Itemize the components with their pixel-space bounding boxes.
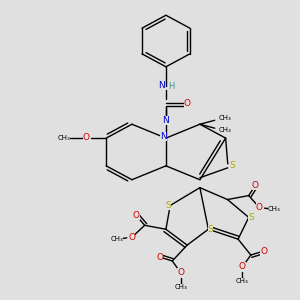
Text: CH₃: CH₃ [236,278,249,284]
Text: S: S [229,161,235,170]
Text: S: S [165,201,171,210]
Text: O: O [260,247,267,256]
Text: O: O [184,99,191,108]
Text: O: O [256,203,263,212]
Text: S: S [248,213,254,222]
Text: O: O [252,181,259,190]
Text: CH₃: CH₃ [219,127,232,133]
Text: N: N [160,132,167,141]
Text: CH₃: CH₃ [174,284,187,290]
Text: H: H [168,82,174,91]
Text: O: O [133,211,140,220]
Text: O: O [82,133,89,142]
Text: CH₃: CH₃ [111,236,124,242]
Text: CH₃: CH₃ [268,206,280,212]
Text: N: N [158,81,165,90]
Text: CH₃: CH₃ [57,135,70,141]
Text: O: O [156,253,163,262]
Text: N: N [163,116,169,125]
Text: O: O [177,268,184,278]
Text: O: O [128,233,136,242]
Text: CH₃: CH₃ [219,115,232,121]
Text: O: O [239,262,246,272]
Text: S: S [208,225,213,234]
